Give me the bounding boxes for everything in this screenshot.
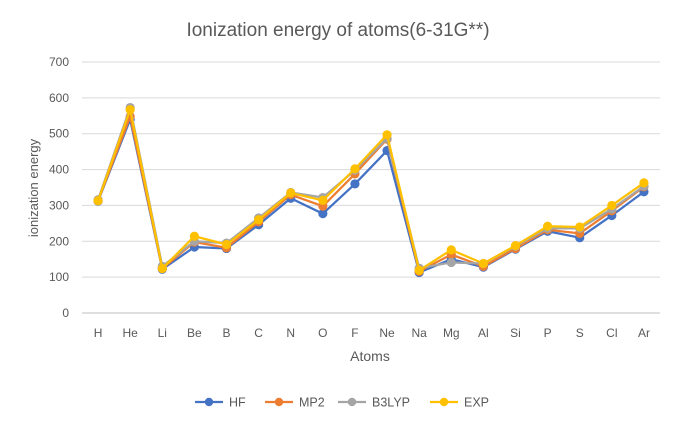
gridlines (82, 61, 660, 314)
legend-swatch-marker (204, 397, 214, 407)
x-tick-label: S (576, 326, 584, 340)
data-point (607, 200, 617, 211)
legend-item-b3lyp: B3LYP (338, 396, 410, 410)
data-point (543, 221, 553, 231)
data-point (189, 231, 199, 241)
series-exp (93, 105, 649, 275)
data-point (350, 179, 360, 189)
x-tick-label: Li (158, 326, 167, 340)
x-tick-label: Mg (443, 326, 460, 340)
series-line (97, 118, 645, 274)
legend-item-mp2: MP2 (265, 396, 325, 410)
legend-label: MP2 (299, 396, 325, 410)
data-point (446, 257, 456, 268)
data-point (639, 178, 649, 188)
data-point (575, 222, 585, 232)
legend-swatch-marker (347, 397, 357, 407)
data-point (510, 240, 521, 251)
y-tick-label: 300 (49, 198, 69, 212)
data-point (221, 239, 232, 250)
y-tick-label: 500 (49, 127, 69, 141)
y-tick-label: 0 (62, 306, 69, 320)
data-point (414, 265, 424, 275)
data-point (382, 130, 392, 140)
legend-item-exp: EXP (430, 396, 489, 410)
x-tick-label: N (286, 326, 295, 340)
data-point (157, 263, 167, 274)
data-point (478, 258, 488, 269)
data-point (350, 164, 360, 174)
x-tick-label: Be (187, 326, 202, 340)
legend-label: B3LYP (372, 396, 410, 410)
y-tick-label: 100 (49, 270, 69, 284)
x-axis-label: Atoms (350, 348, 390, 364)
x-tick-label: Ar (638, 326, 650, 340)
data-point (446, 245, 456, 255)
y-tick-label: 200 (49, 234, 69, 248)
series-line (96, 108, 645, 272)
data-point (125, 105, 135, 115)
x-tick-label: Si (510, 326, 521, 340)
series-line (97, 115, 645, 273)
series-b3lyp (93, 102, 649, 273)
data-point (286, 188, 296, 198)
y-axis-ticks: 0 100 200 300 400 500 600 700 (49, 55, 69, 320)
chart-title: Ionization energy of atoms(6-31G**) (186, 20, 489, 41)
series-lines (93, 102, 649, 278)
legend-label: HF (229, 396, 246, 410)
x-tick-label: Al (478, 326, 489, 340)
y-tick-label: 600 (49, 91, 69, 105)
x-tick-label: C (254, 326, 263, 340)
x-tick-label: P (544, 326, 552, 340)
data-point (318, 195, 328, 206)
y-axis-label: ionization energy (26, 138, 41, 237)
series-mp2 (93, 111, 649, 277)
x-tick-label: B (222, 326, 230, 340)
series-line (96, 106, 645, 270)
y-tick-label: 400 (49, 163, 69, 177)
x-tick-label: F (351, 326, 358, 340)
legend-item-hf: HF (195, 396, 246, 410)
legend: HF MP2 B3LYP EXP (195, 396, 489, 410)
legend-swatch-marker (439, 397, 449, 407)
x-tick-label: O (318, 326, 327, 340)
x-tick-label: Cl (606, 326, 617, 340)
x-tick-label: Ne (379, 326, 395, 340)
x-tick-label: Na (411, 326, 427, 340)
legend-label: EXP (464, 396, 489, 410)
x-tick-label: H (94, 326, 103, 340)
x-axis-ticks: H He Li Be B C N O F Ne Na Mg Al Si P S Cl Ar (94, 326, 650, 340)
x-tick-label: He (122, 326, 138, 340)
data-point (254, 215, 264, 225)
legend-swatch-marker (274, 397, 284, 407)
data-point (93, 196, 103, 206)
y-tick-label: 700 (49, 55, 69, 69)
